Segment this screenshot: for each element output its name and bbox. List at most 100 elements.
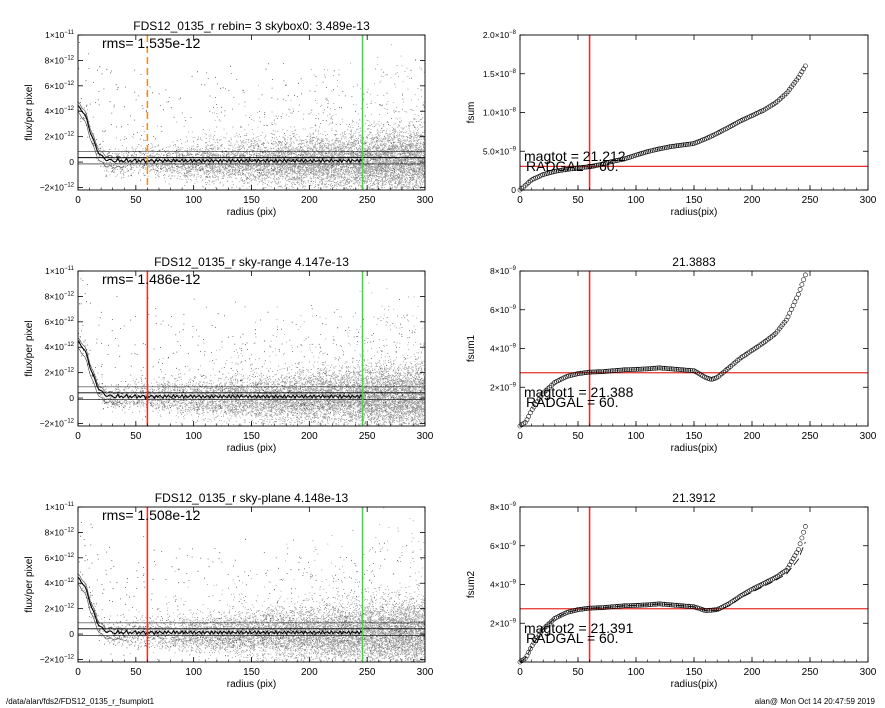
x-tick-label: 250 [359,431,376,442]
fsum-point [552,169,558,174]
fsum-point [658,146,664,151]
fsum-point [677,603,683,608]
chart-profile-skyplane: 0 50 100 150 200 250 300−2×10−1202×10−124×10−1… [24,491,434,690]
fsum-point [667,602,672,608]
y-axis-label: fsum1 [466,334,477,362]
fsum-point [578,165,584,170]
y-tick-label: 2×10−9 [490,382,517,392]
y-axis-label: flux/per pixel [24,556,35,612]
fsum-point [686,141,692,147]
y-tick-label: −2×10−12 [40,182,75,192]
fsum-point [658,365,664,371]
fsum-point [625,603,631,609]
fsum-point [634,603,639,608]
fsum-point [629,367,634,372]
fsum-point [801,277,806,283]
fsum-point [637,366,643,372]
fsum-point [776,97,782,103]
fsum-point [547,620,552,626]
profile-error-upper [77,337,124,395]
fsum-point [648,602,653,607]
fsum-point [656,365,662,371]
y-tick-label: 1×10−11 [45,30,75,40]
fsum-point [606,160,612,165]
fsum-point [627,367,632,372]
fsum-point [616,603,622,609]
fsum-point [578,606,584,612]
fsum-point [535,635,540,641]
fsum-point [792,79,798,85]
fsum-point [604,368,610,374]
fsum-point [629,603,634,608]
footer-filepath: /data/alan/fds2/FDS12_0135_r_fsumplot1 [6,697,155,706]
chart-profile-skyrange: 0 50 100 150 200 250 300−2×10−1202×10−124×10−1… [24,255,434,454]
x-tick-label: 50 [572,431,584,442]
scatter-points [78,507,425,662]
y-tick-label: 4×10−12 [45,106,75,116]
fsum-point [627,603,632,608]
fsum-point [679,142,685,148]
mean-profile-line [77,576,363,636]
fsum-point [641,366,646,372]
x-tick-label: 100 [185,195,202,206]
x-tick-label: 300 [860,431,877,442]
fsum-point [616,367,622,373]
x-axis-label: radius (pix) [227,207,276,218]
fsum-point [787,86,793,92]
fsum-point [635,152,641,157]
fsum-point [667,366,672,372]
rms-annotation: rms= 1.486e-12 [102,271,201,287]
fsum-point [611,368,617,374]
profile-error-lower [77,111,124,169]
y-tick-label: 2×10−12 [45,132,75,142]
fsum-point [674,602,679,608]
fsum-point [533,638,539,643]
fsum-point [649,148,655,153]
x-axis-label: radius(pix) [671,207,718,218]
magtot-label: magtot1 = 21.388 [524,384,634,400]
x-tick-label: 50 [130,667,142,678]
fsum-point [630,603,636,608]
fsum-point [778,95,784,101]
fsum-point [620,603,626,609]
fsum-point [557,168,563,173]
fsum-point [601,369,606,374]
fsum-point [705,608,711,613]
x-tick-label: 100 [628,431,645,442]
x-axis-label: radius(pix) [671,679,718,690]
fsum-point [785,314,791,320]
fsum-point [660,601,666,607]
chart-title: 21.3912 [672,491,716,505]
fsum-point [588,605,594,611]
fsum-point [602,369,608,374]
magtot-label: magtot = 21.212 [524,148,626,164]
fsum-point [585,606,591,611]
fsum-point [660,145,666,151]
x-tick-label: 300 [417,431,434,442]
fsum-point [644,149,650,155]
fsum-point [622,603,627,609]
fsum-point [575,165,580,171]
x-tick-label: 250 [802,667,819,678]
profile-error-lower [77,347,124,405]
fsum-point [651,147,657,153]
fsum-point [684,367,690,373]
fsum-point [613,368,619,373]
fsum-point [682,142,688,148]
fsum-point [789,307,794,312]
y-tick-label: −2×10−12 [40,654,75,664]
fsum-point [656,601,662,607]
fsum-point [675,603,681,608]
fsum-point [803,272,808,278]
x-tick-label: 0 [517,667,523,678]
fsum-point [682,367,688,373]
fsum-point [611,604,617,610]
fsum-point [663,602,669,607]
fsum-point [782,92,787,98]
fsum-point [538,394,544,399]
fsum-point [792,299,798,305]
fsum-point [688,368,693,373]
x-tick-label: 100 [628,667,645,678]
fsum-point [597,369,603,375]
fsum-point [651,601,657,607]
